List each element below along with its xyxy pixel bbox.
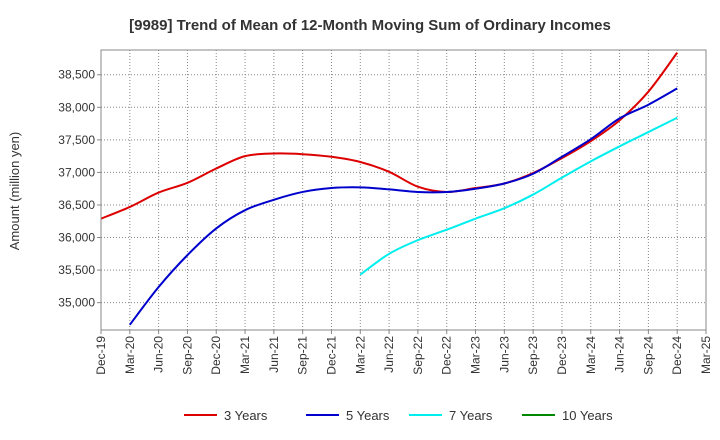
plot-frame: [100, 49, 707, 331]
x-tick-label: Sep-22: [411, 336, 425, 375]
x-tick-label: Mar-20: [123, 336, 137, 374]
x-tick-label: Jun-21: [267, 336, 281, 373]
x-tick-label: Dec-23: [555, 336, 569, 375]
y-tick-label: 38,500: [58, 68, 95, 82]
legend-label-5-years: 5 Years: [346, 408, 390, 423]
x-tick-label: Dec-22: [440, 336, 454, 375]
x-tick-label: Sep-24: [641, 336, 655, 375]
legend-label-7-years: 7 Years: [449, 408, 493, 423]
chart-title: [9989] Trend of Mean of 12-Month Moving …: [129, 17, 611, 34]
series-line-7-years: [359, 116, 678, 276]
legend: 3 Years 5 Years 7 Years 10 Years: [184, 408, 613, 423]
x-tick-label: Mar-23: [469, 336, 483, 374]
x-tick-label: Sep-23: [526, 336, 540, 375]
x-tick-label: Dec-21: [324, 336, 338, 375]
legend-label-3-years: 3 Years: [224, 408, 268, 423]
x-tick-label: Dec-24: [670, 336, 684, 375]
y-tick-label: 35,000: [58, 296, 95, 310]
x-tick-label: Jun-22: [382, 336, 396, 373]
x-tick-label: Dec-19: [94, 336, 108, 375]
x-tick-label: Jun-23: [497, 336, 511, 373]
x-tick-label: Mar-21: [238, 336, 252, 374]
y-tick-label: 38,000: [58, 100, 95, 114]
x-tick-label: Mar-22: [353, 336, 367, 374]
series-group: [100, 52, 678, 326]
x-tick-label: Mar-24: [584, 336, 598, 374]
y-tick-label: 37,500: [58, 133, 95, 147]
x-tick-label: Sep-20: [180, 336, 194, 375]
x-tick-label: Dec-20: [209, 336, 223, 375]
y-tick-label: 37,000: [58, 165, 95, 179]
series-line-5-years: [129, 87, 678, 326]
series-line-3-years: [100, 52, 678, 220]
grid: [101, 50, 706, 330]
x-tick-label: Mar-25: [699, 336, 713, 374]
x-tick-label: Jun-20: [152, 336, 166, 373]
legend-label-10-years: 10 Years: [562, 408, 613, 423]
y-axis-ticks: 35,000 35,500 36,000 36,500 37,000 37,500 38,0…: [58, 68, 101, 310]
x-axis-ticks: Dec-19 Mar-20 Jun-20 Sep-20 Dec-20 Mar-21 Jun-…: [94, 330, 713, 375]
x-tick-label: Jun-24: [613, 336, 627, 373]
y-axis-label: Amount (million yen): [7, 132, 22, 251]
x-tick-label: Sep-21: [296, 336, 310, 375]
y-tick-label: 36,000: [58, 231, 95, 245]
y-tick-label: 36,500: [58, 198, 95, 212]
y-tick-label: 35,500: [58, 263, 95, 277]
